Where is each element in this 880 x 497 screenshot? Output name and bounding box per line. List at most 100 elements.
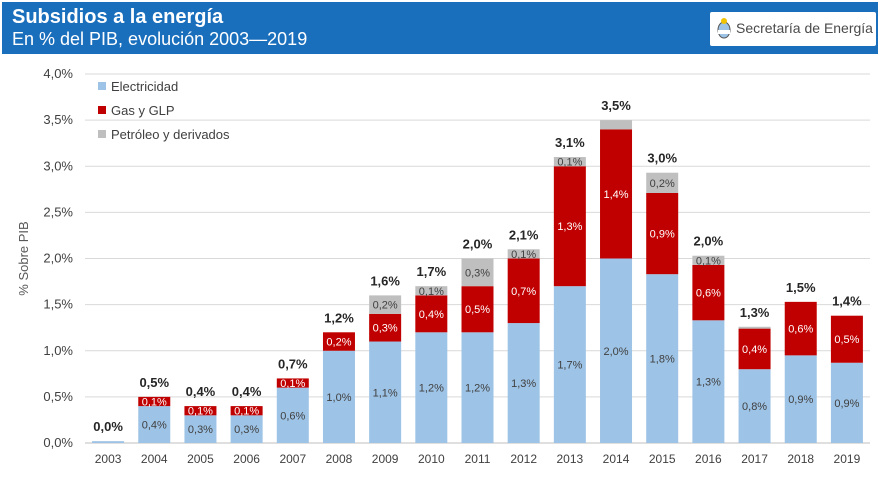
segment-value-label: 0,4% [742, 344, 767, 356]
segment-value-label: 0,6% [788, 324, 813, 336]
bar-segment [553, 166, 586, 287]
x-tick-label: 2008 [326, 452, 353, 466]
chart-subtitle: En % del PIB, evolución 2003—2019 [12, 29, 308, 49]
segment-value-label: 0,1% [511, 249, 536, 261]
bar-segment [738, 328, 771, 370]
chart-title: Subsidios a la energía [12, 6, 224, 28]
segment-value-label: 0,2% [326, 337, 351, 349]
bar-segment [738, 326, 771, 329]
segment-value-label: 0,9% [834, 398, 859, 410]
x-tick-label: 2013 [557, 452, 584, 466]
bar-segment [553, 286, 586, 443]
bar-segment [369, 341, 402, 443]
total-value-label: 1,4% [832, 294, 862, 309]
bar-segment [600, 129, 633, 259]
x-tick-label: 2006 [233, 452, 260, 466]
total-value-label: 0,4% [232, 384, 262, 399]
segment-value-label: 0,3% [373, 323, 398, 335]
bar-segment [322, 350, 355, 443]
segment-value-label: 1,3% [696, 377, 721, 389]
coat-of-arms-icon [717, 18, 731, 39]
x-tick-label: 2011 [465, 452, 491, 466]
segment-value-label: 0,3% [465, 267, 490, 279]
y-tick-label: 1,5% [43, 297, 73, 312]
segment-value-label: 1,2% [419, 383, 444, 395]
segment-value-label: 1,8% [650, 354, 675, 366]
bar-segment [276, 378, 309, 388]
segment-value-label: 0,2% [650, 178, 675, 190]
bar-segment [646, 172, 679, 194]
bar-segment [230, 406, 263, 416]
chart-area: 0,0% 0,5% 1,0% 1,5% 2,0% 2,5% 3,0% 3,5% 4,0% % So… [2, 54, 878, 492]
segment-value-label: 0,1% [234, 406, 259, 418]
bar-segment [507, 249, 540, 259]
total-value-label: 3,0% [647, 151, 677, 166]
y-tick-label: 4,0% [43, 66, 73, 81]
x-tick-label: 2019 [834, 452, 861, 466]
x-tick-label: 2015 [649, 452, 676, 466]
organization-logo: Secretaría de Energía [710, 12, 876, 46]
bar-segment [830, 362, 863, 443]
total-value-label: 2,0% [463, 237, 493, 252]
chart-header: Subsidios a la energía En % del PIB, evo… [2, 2, 878, 54]
segment-value-label: 0,3% [234, 424, 259, 436]
segment-value-label: 0,1% [557, 157, 582, 169]
segment-value-label: 1,7% [557, 360, 582, 372]
bar-segment [184, 415, 217, 443]
bar-segment [415, 286, 448, 296]
bar-segment [784, 301, 817, 356]
y-tick-label: 2,0% [43, 251, 73, 266]
segment-value-label: 1,1% [373, 387, 398, 399]
x-tick-label: 2005 [187, 452, 214, 466]
bar-segment [461, 258, 494, 287]
bar-segment [646, 274, 679, 443]
bar-segment [92, 441, 125, 443]
stacked-bar-chart: 0,0% 0,5% 1,0% 1,5% 2,0% 2,5% 3,0% 3,5% 4,0% % So… [16, 66, 870, 466]
x-tick-label: 2010 [418, 452, 445, 466]
bar-segment [276, 387, 309, 443]
organization-name: Secretaría de Energía [736, 20, 873, 36]
segment-value-label: 0,9% [650, 229, 675, 241]
bar-segment [184, 406, 217, 416]
bar-segment [369, 313, 402, 342]
x-tick-label: 2017 [741, 452, 768, 466]
bar-segment [138, 396, 171, 407]
total-value-label: 0,0% [93, 419, 123, 434]
y-tick-label: 0,0% [43, 435, 73, 450]
x-tick-label: 2007 [279, 452, 306, 466]
legend-swatch [98, 130, 106, 138]
y-tick-label: 1,0% [43, 343, 73, 358]
y-tick-label: 3,5% [43, 112, 73, 127]
bar-segment [646, 193, 679, 275]
total-value-label: 1,2% [324, 310, 354, 325]
bar-segment [784, 355, 817, 443]
segment-value-label: 0,4% [419, 309, 444, 321]
legend-label: Gas y GLP [111, 103, 175, 118]
segment-value-label: 1,3% [557, 221, 582, 233]
legend-swatch [98, 106, 106, 114]
segment-value-label: 0,7% [511, 286, 536, 298]
x-tick-label: 2009 [372, 452, 399, 466]
bar-segment [738, 369, 771, 443]
bar-segment [138, 406, 171, 443]
segment-value-label: 0,1% [419, 286, 444, 298]
bar-segment [692, 320, 725, 443]
segment-value-label: 0,5% [465, 304, 490, 316]
bar-segment [322, 332, 355, 351]
bar-segment [507, 323, 540, 443]
bar-segment [553, 157, 586, 167]
x-tick-label: 2003 [95, 452, 122, 466]
bar-segment [830, 315, 863, 363]
segment-value-label: 0,9% [788, 394, 813, 406]
segment-value-label: 2,0% [603, 346, 628, 358]
bar-segment [692, 255, 725, 265]
segment-value-label: 0,6% [696, 288, 721, 300]
total-value-label: 1,6% [370, 273, 400, 288]
segment-value-label: 0,1% [280, 378, 305, 390]
total-value-label: 3,1% [555, 135, 585, 150]
segment-value-label: 0,4% [142, 420, 167, 432]
total-value-label: 3,5% [601, 98, 631, 113]
y-tick-label: 0,5% [43, 389, 73, 404]
bar-segment [369, 295, 402, 314]
bar-segment [230, 415, 263, 443]
